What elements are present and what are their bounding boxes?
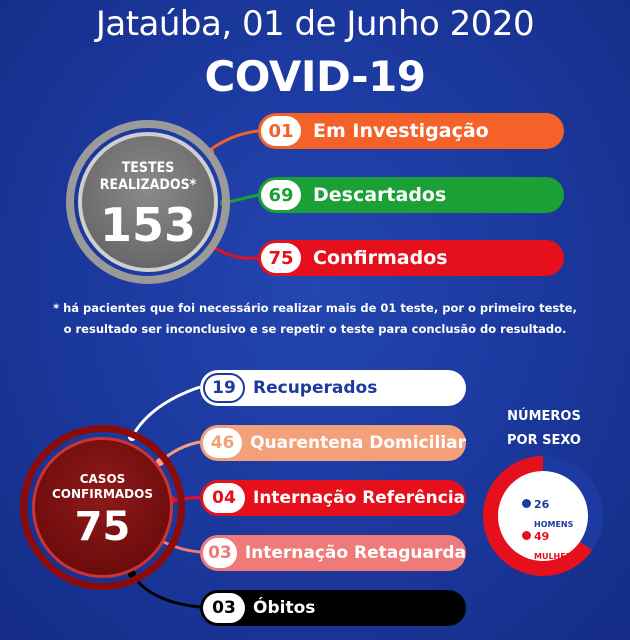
result-discarded: 69 Descartados (258, 177, 564, 213)
men-value: 26 (534, 498, 550, 511)
tests-circle: TESTES REALIZADOS* 153 (78, 132, 218, 272)
men-dot (522, 499, 531, 508)
cases-reference-hospital-value: 04 (203, 483, 245, 513)
result-confirmed-value: 75 (261, 243, 301, 273)
cases-label-line-1: CASOS (79, 472, 126, 486)
women-dot (522, 531, 531, 540)
result-confirmed: 75 Confirmados (258, 240, 564, 276)
cases-recovered-label: Recuperados (253, 378, 378, 398)
result-investigation-value: 01 (261, 116, 301, 146)
cases-label-line-2: CONFIRMADOS (52, 487, 153, 501)
men-label: HOMENS (534, 520, 574, 529)
result-discarded-value: 69 (261, 180, 301, 210)
cases-backup-hospital-value: 03 (203, 538, 237, 568)
cases-reference-hospital-label: Internação Referência (253, 488, 466, 508)
cases-value: 75 (74, 504, 131, 550)
women-value: 49 (534, 530, 550, 543)
cases-backup-hospital-label: Internação Retaguarda (244, 543, 466, 563)
result-discarded-label: Descartados (313, 184, 447, 206)
cases-home-quarantine-value: 46 (203, 428, 243, 458)
women-row: 49 MULHERES (522, 525, 583, 563)
cases-home-quarantine: 46 Quarentena Domiciliar (200, 425, 466, 461)
cases-home-quarantine-label: Quarentena Domiciliar (250, 433, 466, 453)
page-title: COVID-19 (204, 52, 426, 101)
by-sex-title-line-2: POR SEXO (507, 433, 581, 448)
result-investigation-label: Em Investigação (313, 120, 489, 142)
result-investigation: 01 Em Investigação (258, 113, 564, 149)
by-sex-donut-center: 26 HOMENS 49 MULHERES (498, 471, 588, 561)
cases-recovered-value: 19 (203, 373, 245, 403)
cases-recovered: 19 Recuperados (200, 370, 466, 406)
by-sex-title-line-1: NÚMEROS (507, 409, 581, 424)
footnote-line-1: * há pacientes que foi necessário realiz… (53, 301, 577, 315)
cases-deaths: 03 Óbitos (200, 590, 466, 626)
tests-label: TESTES REALIZADOS* (99, 160, 197, 193)
cases-reference-hospital: 04 Internação Referência (200, 480, 466, 516)
cases-ring (20, 425, 185, 590)
by-sex-donut: 26 HOMENS 49 MULHERES (483, 456, 603, 576)
by-sex-title: NÚMEROS POR SEXO (488, 405, 600, 453)
tests-ring (66, 120, 230, 284)
result-confirmed-label: Confirmados (313, 247, 448, 269)
footnote: * há pacientes que foi necessário realiz… (0, 298, 630, 340)
cases-circle: CASOS CONFIRMADOS 75 (32, 437, 173, 578)
cases-backup-hospital: 03 Internação Retaguarda (200, 535, 466, 571)
cases-deaths-label: Óbitos (253, 598, 316, 618)
tests-value: 153 (99, 198, 197, 252)
men-row: 26 HOMENS (522, 493, 573, 531)
date-title: Jataúba, 01 de Junho 2020 (95, 4, 535, 44)
women-label: MULHERES (534, 552, 584, 561)
cases-deaths-value: 03 (203, 593, 245, 623)
cases-label: CASOS CONFIRMADOS (35, 472, 170, 502)
footnote-line-2: o resultado ser inconclusivo e se repeti… (63, 322, 567, 336)
